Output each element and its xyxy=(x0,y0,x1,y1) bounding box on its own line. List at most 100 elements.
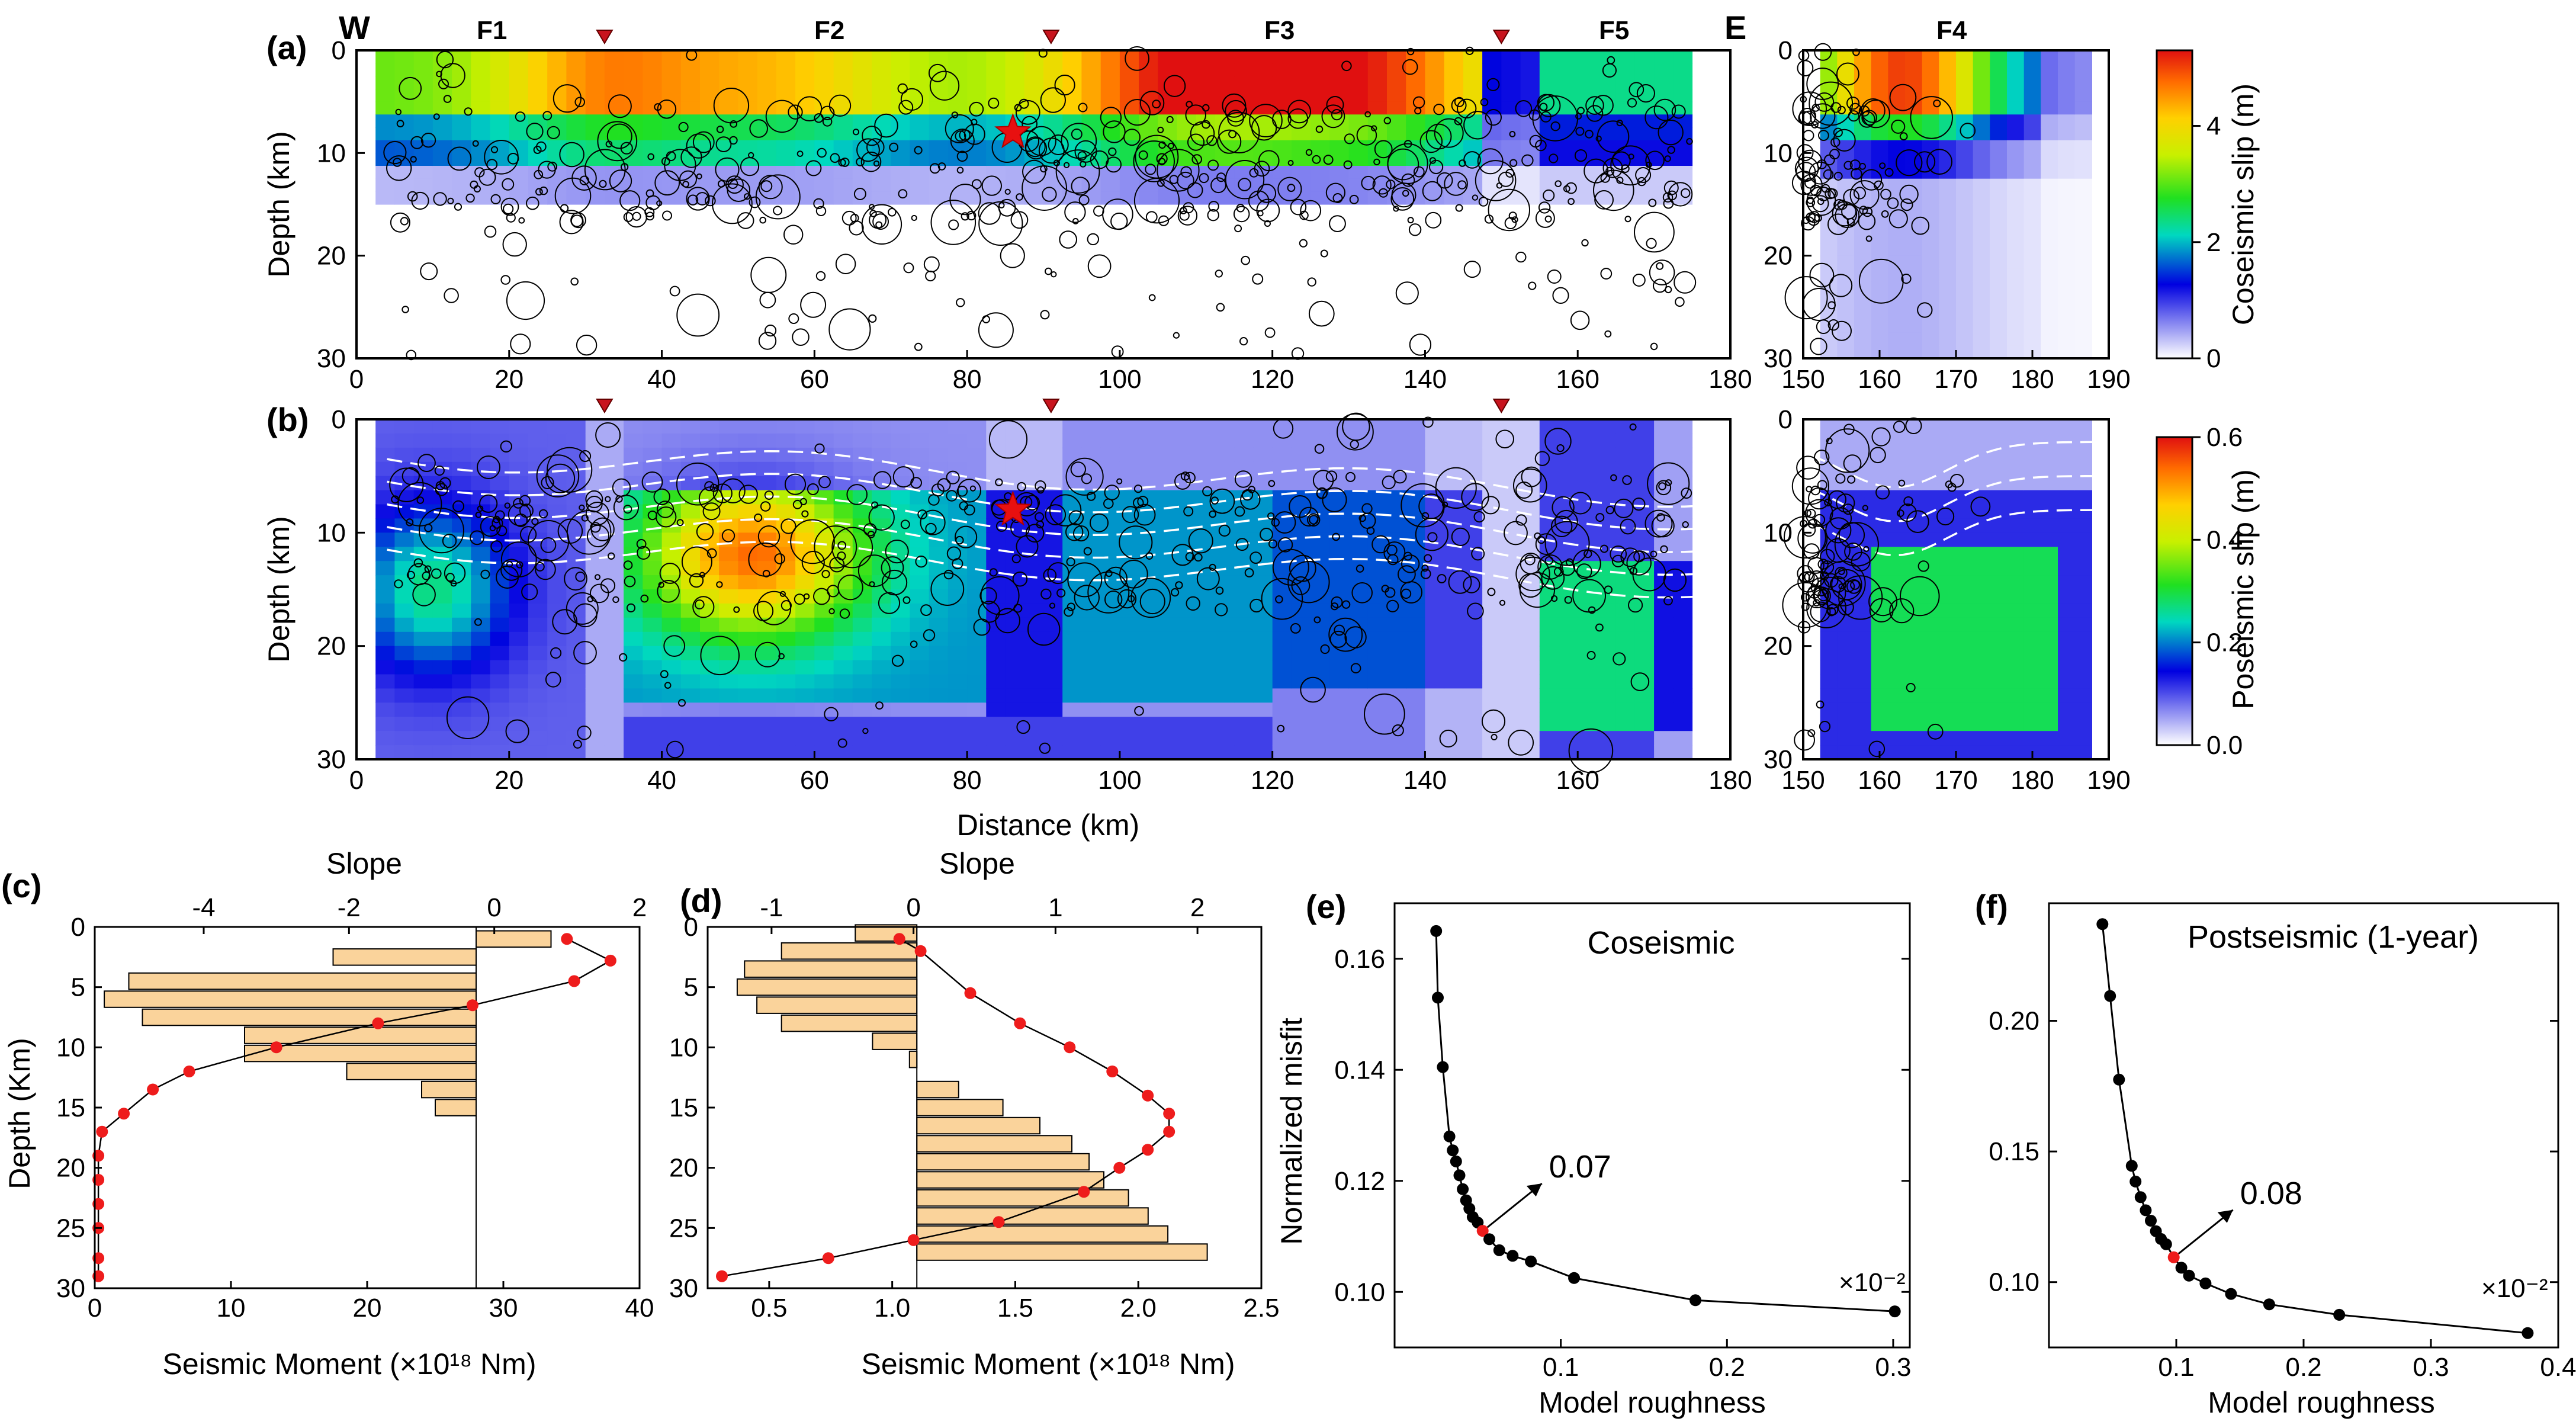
slip-cell xyxy=(1463,433,1483,448)
slip-cell xyxy=(2058,702,2076,717)
slip-cell xyxy=(1501,702,1521,717)
slip-cell xyxy=(1837,731,1855,746)
slip-cell xyxy=(1234,50,1254,64)
slip-cell xyxy=(1837,294,1855,307)
slip-cell xyxy=(2007,660,2025,675)
aftershock-circle xyxy=(386,155,412,181)
x-tick-label: 40 xyxy=(647,766,676,795)
slip-cell xyxy=(1062,547,1082,561)
slip-cell xyxy=(1062,433,1082,448)
slip-cell xyxy=(910,717,930,731)
slip-cell xyxy=(2058,230,2076,243)
aftershock-circle xyxy=(1225,160,1265,200)
slip-cell xyxy=(891,114,910,128)
slip-cell xyxy=(2023,140,2041,153)
x-tick-label: 30 xyxy=(489,1294,518,1323)
slip-cell xyxy=(700,89,720,102)
slip-cell xyxy=(1367,617,1387,633)
aftershock-circle xyxy=(695,192,709,206)
slip-cell xyxy=(1956,476,1974,491)
slip-cell xyxy=(1837,153,1855,166)
slip-cell xyxy=(2023,153,2041,166)
slip-cell xyxy=(719,191,738,205)
slip-cell xyxy=(833,660,853,675)
slip-cell xyxy=(814,631,834,647)
slip-cell xyxy=(852,101,872,115)
slip-cell xyxy=(1501,140,1521,153)
slip-cell xyxy=(1820,307,1838,320)
slip-cell xyxy=(1291,50,1311,64)
slip-cell xyxy=(509,603,529,618)
aftershock-circle xyxy=(945,114,974,143)
slip-cell xyxy=(2023,461,2041,477)
slip-cell xyxy=(1634,603,1655,618)
aftershock-circle xyxy=(656,200,663,207)
slip-cell xyxy=(1234,433,1254,448)
slip-cell xyxy=(1956,101,1974,115)
slip-cell xyxy=(2041,230,2058,243)
slip-cell xyxy=(1673,532,1693,547)
slip-cell xyxy=(795,114,815,128)
aftershock-circle xyxy=(1784,276,1828,320)
slip-cell xyxy=(795,447,815,463)
aftershock-circle xyxy=(1343,160,1353,169)
slip-cell xyxy=(1520,660,1540,675)
slip-cell xyxy=(947,50,968,64)
slip-cell xyxy=(452,101,471,115)
slip-cell xyxy=(1837,674,1855,689)
panel-f-scale-note: ×10⁻² xyxy=(2481,1274,2548,1303)
slip-cell xyxy=(509,89,529,102)
aftershock-circle xyxy=(473,185,481,192)
aftershock-circle xyxy=(1238,178,1251,191)
aftershock-circle xyxy=(1858,111,1875,128)
slip-cell xyxy=(1081,63,1101,76)
slip-cell xyxy=(1177,191,1197,205)
panel-c-label: (c) xyxy=(1,867,41,904)
slip-cell xyxy=(1520,166,1540,179)
slip-cell xyxy=(1406,63,1425,76)
slip-cell xyxy=(1539,603,1559,618)
slip-cell xyxy=(1559,717,1578,731)
slip-cell xyxy=(1024,461,1044,477)
aftershock-circle xyxy=(1849,159,1861,171)
aftershock-circle xyxy=(1547,269,1562,284)
slip-cell xyxy=(1501,127,1521,141)
slip-cell xyxy=(1673,447,1693,463)
aftershock-circle xyxy=(1123,99,1151,126)
slip-cell xyxy=(1990,717,2008,731)
slip-cell xyxy=(852,688,872,703)
slip-cell xyxy=(1043,447,1063,463)
slip-cell xyxy=(967,702,987,717)
x-tick-label: 0.3 xyxy=(2413,1353,2449,1382)
slip-cell xyxy=(394,178,415,192)
moment-bar xyxy=(872,1032,918,1050)
slip-cell xyxy=(1654,731,1674,746)
slip-cell xyxy=(1367,419,1387,434)
slip-cell xyxy=(1539,166,1559,179)
moment-bar xyxy=(916,1153,1090,1171)
aftershock-circle xyxy=(1585,130,1594,139)
slip-cell xyxy=(1990,243,2008,256)
slip-cell xyxy=(604,419,624,434)
slip-cell xyxy=(528,603,548,618)
slip-cell xyxy=(947,63,968,76)
slip-cell xyxy=(1854,660,1872,675)
slip-cell xyxy=(2074,89,2092,102)
slip-cell xyxy=(1520,617,1540,633)
slip-cell xyxy=(1329,89,1350,102)
slip-cell xyxy=(872,419,891,434)
slip-cell xyxy=(947,731,968,746)
aftershock-circle xyxy=(420,133,436,148)
slip-cell xyxy=(1939,717,1957,731)
x-tick-label: 140 xyxy=(1403,365,1447,394)
aftershock-circle xyxy=(1504,217,1517,230)
slip-cell xyxy=(1253,731,1273,746)
slip-cell xyxy=(1119,617,1139,633)
slip-cell xyxy=(413,660,433,675)
aftershock-circle xyxy=(828,94,852,117)
slip-cell xyxy=(872,646,891,661)
slip-cell xyxy=(509,589,529,604)
slip-cell xyxy=(1119,447,1139,463)
slip-cell xyxy=(413,419,433,434)
slip-cell xyxy=(2041,490,2058,505)
